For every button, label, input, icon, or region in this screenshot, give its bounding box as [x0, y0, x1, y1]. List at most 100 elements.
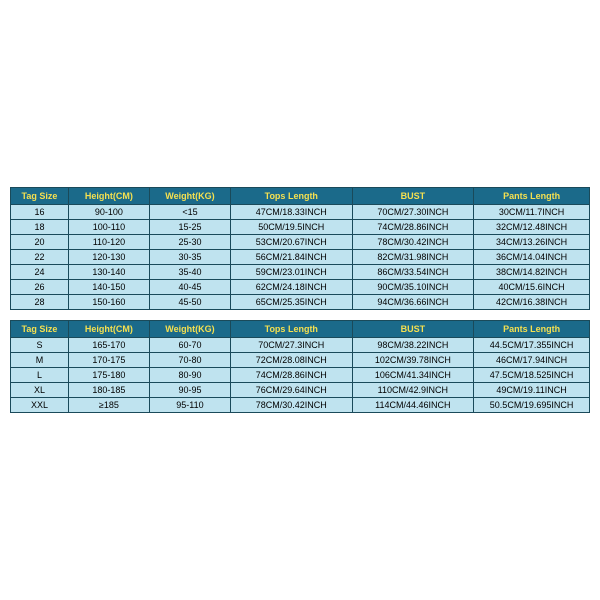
cell-pants: 44.5CM/17.355INCH — [474, 338, 590, 353]
cell-tag: XL — [11, 383, 69, 398]
cell-height: 140-150 — [68, 280, 149, 295]
cell-height: 100-110 — [68, 220, 149, 235]
table-row: XXL≥18595-11078CM/30.42INCH114CM/44.46IN… — [11, 398, 590, 413]
cell-tag: L — [11, 368, 69, 383]
cell-height: 90-100 — [68, 205, 149, 220]
cell-tag: 22 — [11, 250, 69, 265]
col-weight-header: Weight(KG) — [149, 188, 230, 205]
cell-pants: 49CM/19.11INCH — [474, 383, 590, 398]
col-height-header: Height(CM) — [68, 321, 149, 338]
cell-tag: 24 — [11, 265, 69, 280]
cell-tops: 70CM/27.3INCH — [230, 338, 352, 353]
cell-pants: 36CM/14.04INCH — [474, 250, 590, 265]
cell-pants: 46CM/17.94INCH — [474, 353, 590, 368]
cell-bust: 78CM/30.42INCH — [352, 235, 474, 250]
cell-tops: 74CM/28.86INCH — [230, 368, 352, 383]
cell-bust: 114CM/44.46INCH — [352, 398, 474, 413]
cell-height: ≥185 — [68, 398, 149, 413]
col-tag-header: Tag Size — [11, 321, 69, 338]
cell-tops: 62CM/24.18INCH — [230, 280, 352, 295]
cell-height: 165-170 — [68, 338, 149, 353]
cell-bust: 98CM/38.22INCH — [352, 338, 474, 353]
col-bust-header: BUST — [352, 321, 474, 338]
col-tops-header: Tops Length — [230, 321, 352, 338]
cell-pants: 38CM/14.82INCH — [474, 265, 590, 280]
table-row: 18100-11015-2550CM/19.5INCH74CM/28.86INC… — [11, 220, 590, 235]
col-height-header: Height(CM) — [68, 188, 149, 205]
cell-pants: 47.5CM/18.525INCH — [474, 368, 590, 383]
cell-height: 130-140 — [68, 265, 149, 280]
cell-bust: 90CM/35.10INCH — [352, 280, 474, 295]
size-chart-container: Tag Size Height(CM) Weight(KG) Tops Leng… — [10, 187, 590, 413]
table-gap — [10, 310, 590, 320]
col-pants-header: Pants Length — [474, 321, 590, 338]
cell-tag: 28 — [11, 295, 69, 310]
cell-tag: M — [11, 353, 69, 368]
cell-bust: 86CM/33.54INCH — [352, 265, 474, 280]
cell-height: 110-120 — [68, 235, 149, 250]
adult-size-table: Tag Size Height(CM) Weight(KG) Tops Leng… — [10, 320, 590, 413]
cell-height: 170-175 — [68, 353, 149, 368]
cell-bust: 102CM/39.78INCH — [352, 353, 474, 368]
cell-height: 120-130 — [68, 250, 149, 265]
cell-tops: 59CM/23.01INCH — [230, 265, 352, 280]
col-tag-header: Tag Size — [11, 188, 69, 205]
cell-weight: 15-25 — [149, 220, 230, 235]
cell-weight: 25-30 — [149, 235, 230, 250]
col-tops-header: Tops Length — [230, 188, 352, 205]
cell-tops: 47CM/18.33INCH — [230, 205, 352, 220]
table-row: 26140-15040-4562CM/24.18INCH90CM/35.10IN… — [11, 280, 590, 295]
cell-weight: 45-50 — [149, 295, 230, 310]
cell-pants: 30CM/11.7INCH — [474, 205, 590, 220]
adult-table-header: Tag Size Height(CM) Weight(KG) Tops Leng… — [11, 321, 590, 338]
cell-height: 150-160 — [68, 295, 149, 310]
table-row: L175-18080-9074CM/28.86INCH106CM/41.34IN… — [11, 368, 590, 383]
col-weight-header: Weight(KG) — [149, 321, 230, 338]
cell-tag: 18 — [11, 220, 69, 235]
cell-pants: 42CM/16.38INCH — [474, 295, 590, 310]
cell-tops: 65CM/25.35INCH — [230, 295, 352, 310]
table-row: S165-17060-7070CM/27.3INCH98CM/38.22INCH… — [11, 338, 590, 353]
cell-pants: 34CM/13.26INCH — [474, 235, 590, 250]
table-row: 24130-14035-4059CM/23.01INCH86CM/33.54IN… — [11, 265, 590, 280]
cell-bust: 106CM/41.34INCH — [352, 368, 474, 383]
cell-weight: 60-70 — [149, 338, 230, 353]
table-row: XL180-18590-9576CM/29.64INCH110CM/42.9IN… — [11, 383, 590, 398]
kids-table-header: Tag Size Height(CM) Weight(KG) Tops Leng… — [11, 188, 590, 205]
cell-bust: 74CM/28.86INCH — [352, 220, 474, 235]
cell-pants: 50.5CM/19.695INCH — [474, 398, 590, 413]
table-row: 22120-13030-3556CM/21.84INCH82CM/31.98IN… — [11, 250, 590, 265]
cell-weight: 95-110 — [149, 398, 230, 413]
cell-weight: 30-35 — [149, 250, 230, 265]
cell-tops: 78CM/30.42INCH — [230, 398, 352, 413]
cell-tops: 50CM/19.5INCH — [230, 220, 352, 235]
cell-weight: 35-40 — [149, 265, 230, 280]
cell-bust: 82CM/31.98INCH — [352, 250, 474, 265]
table-row: 1690-100<1547CM/18.33INCH70CM/27.30INCH3… — [11, 205, 590, 220]
cell-weight: 80-90 — [149, 368, 230, 383]
cell-pants: 32CM/12.48INCH — [474, 220, 590, 235]
table-row: M170-17570-8072CM/28.08INCH102CM/39.78IN… — [11, 353, 590, 368]
cell-bust: 110CM/42.9INCH — [352, 383, 474, 398]
cell-pants: 40CM/15.6INCH — [474, 280, 590, 295]
col-bust-header: BUST — [352, 188, 474, 205]
cell-tag: 26 — [11, 280, 69, 295]
cell-bust: 70CM/27.30INCH — [352, 205, 474, 220]
cell-tops: 72CM/28.08INCH — [230, 353, 352, 368]
kids-size-table: Tag Size Height(CM) Weight(KG) Tops Leng… — [10, 187, 590, 310]
cell-tag: XXL — [11, 398, 69, 413]
cell-height: 180-185 — [68, 383, 149, 398]
cell-weight: <15 — [149, 205, 230, 220]
table-row: 20110-12025-3053CM/20.67INCH78CM/30.42IN… — [11, 235, 590, 250]
col-pants-header: Pants Length — [474, 188, 590, 205]
cell-weight: 40-45 — [149, 280, 230, 295]
cell-tag: S — [11, 338, 69, 353]
cell-tag: 16 — [11, 205, 69, 220]
cell-weight: 90-95 — [149, 383, 230, 398]
cell-weight: 70-80 — [149, 353, 230, 368]
cell-tag: 20 — [11, 235, 69, 250]
cell-tops: 76CM/29.64INCH — [230, 383, 352, 398]
kids-table-body: 1690-100<1547CM/18.33INCH70CM/27.30INCH3… — [11, 205, 590, 310]
table-row: 28150-16045-5065CM/25.35INCH94CM/36.66IN… — [11, 295, 590, 310]
cell-tops: 53CM/20.67INCH — [230, 235, 352, 250]
